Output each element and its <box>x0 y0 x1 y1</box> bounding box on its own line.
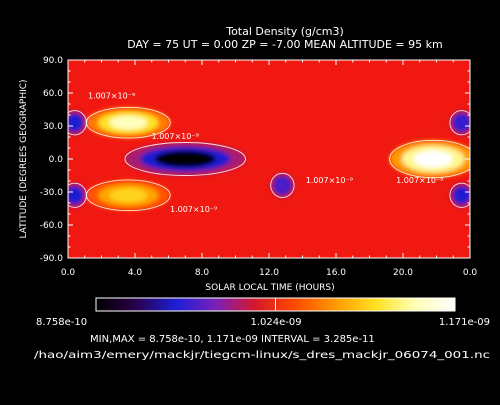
x-tick-label: 20.0 <box>393 268 413 278</box>
extremum-min-4 <box>270 173 295 198</box>
y-tick-label: 0.0 <box>49 155 64 165</box>
x-tick-label: 4.0 <box>128 268 143 278</box>
x-axis: 0.0 4.0 8.0 12.0 16.0 20.0 0.0 <box>61 60 478 278</box>
extremum-band <box>68 189 81 202</box>
y-axis-label: LATITUDE (DEGREES GEOGRAPHIC) <box>19 79 29 238</box>
stats-line: MIN,MAX = 8.758e-10, 1.171e-09 INTERVAL … <box>90 334 375 345</box>
extremum-band <box>68 116 81 129</box>
chart-subtitle: DAY = 75 UT = 0.00 ZP = -7.00 MEAN ALTIT… <box>127 38 442 51</box>
y-axis: 90.0 60.0 30.0 0.0 -30.0 -60.0 -90.0 <box>40 56 470 264</box>
x-tick-label: 0.0 <box>463 268 478 278</box>
extremum-band <box>155 150 216 168</box>
y-tick-label: 30.0 <box>43 122 63 132</box>
contour-line <box>68 182 87 208</box>
extremum-min-8 <box>449 183 470 208</box>
extremum-band <box>109 188 148 203</box>
x-tick-label: 16.0 <box>326 268 346 278</box>
contour-label: 1.007×10⁻⁹ <box>396 176 443 185</box>
extremum-band <box>109 115 148 130</box>
contour-label: 1.007×10⁻⁹ <box>88 92 135 101</box>
x-tick-label: 8.0 <box>195 268 210 278</box>
heatmap-field: 1.007×10⁻⁹ 1.007×10⁻⁹ 1.007×10⁻⁹ 1.007×10⁻⁹… <box>68 60 470 258</box>
x-tick-label: 12.0 <box>259 268 279 278</box>
extremum-min-3 <box>124 142 246 176</box>
extremum-max-0 <box>86 107 171 139</box>
extremum-band <box>276 179 289 192</box>
colorbar-mid-label: 1.024e-09 <box>250 317 301 328</box>
contour-label: 1.007×10⁻⁹ <box>306 176 353 185</box>
extremum-band <box>455 189 468 202</box>
y-tick-label: -60.0 <box>40 221 64 231</box>
colorbar-min-label: 8.758e-10 <box>36 317 87 328</box>
extremum-band <box>455 116 468 129</box>
extremum-band <box>413 150 453 168</box>
y-tick-label: -30.0 <box>40 188 64 198</box>
contour-line <box>270 172 295 198</box>
extremum-max-2 <box>389 140 470 178</box>
contour-line <box>389 139 470 179</box>
contour-label: 1.007×10⁻⁹ <box>170 205 217 214</box>
extremum-min-7 <box>449 110 470 135</box>
x-tick-label: 0.0 <box>61 268 76 278</box>
extremum-max-1 <box>86 179 171 211</box>
x-axis-label: SOLAR LOCAL TIME (HOURS) <box>205 283 334 293</box>
contour-label: 1.007×10⁻⁹ <box>152 132 199 141</box>
contour-line <box>449 182 470 208</box>
contour-line <box>124 142 246 176</box>
y-tick-label: 60.0 <box>43 89 63 99</box>
y-tick-label: 90.0 <box>43 56 63 66</box>
file-path: /hao/aim3/emery/mackjr/tiegcm-linux/s_dr… <box>34 350 490 361</box>
extremum-min-6 <box>68 183 87 208</box>
y-tick-label: -90.0 <box>40 254 64 264</box>
contour-line <box>449 110 470 136</box>
chart-title: Total Density (g/cm3) <box>225 25 344 38</box>
contour-line <box>68 110 87 136</box>
colorbar-max-label: 1.171e-09 <box>439 317 490 328</box>
